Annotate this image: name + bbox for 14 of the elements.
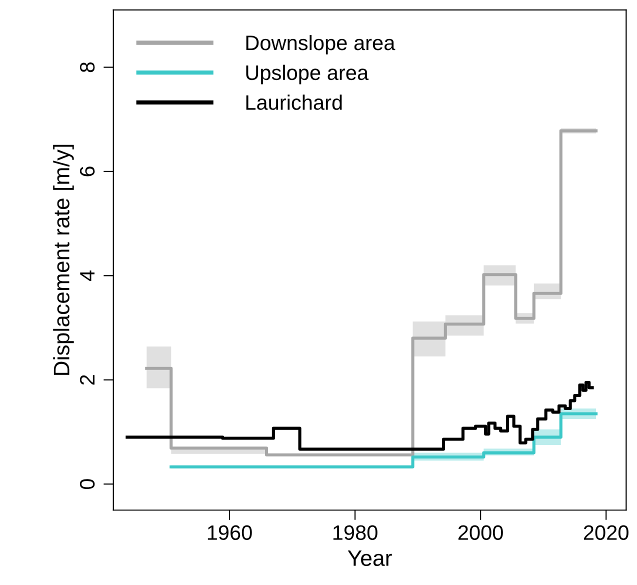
legend-label: Upslope area xyxy=(246,64,369,84)
legend-label: Downslope area xyxy=(246,34,396,54)
x-tick-label: 1980 xyxy=(333,525,378,540)
y-axis-title: Displacement rate [m/y] xyxy=(53,144,74,375)
x-tick-label: 2020 xyxy=(584,525,628,540)
x-tick-label: 2000 xyxy=(458,525,503,540)
x-tick-label: 1960 xyxy=(208,525,252,540)
y-tick-label: 2 xyxy=(80,375,94,385)
x-axis-title: Year xyxy=(348,550,392,566)
legend-label: Laurichard xyxy=(246,94,342,110)
y-tick-label: 0 xyxy=(80,479,95,490)
y-tick-label: 4 xyxy=(80,270,94,281)
y-tick-label: 6 xyxy=(80,166,95,176)
y-tick-label: 8 xyxy=(80,62,95,72)
